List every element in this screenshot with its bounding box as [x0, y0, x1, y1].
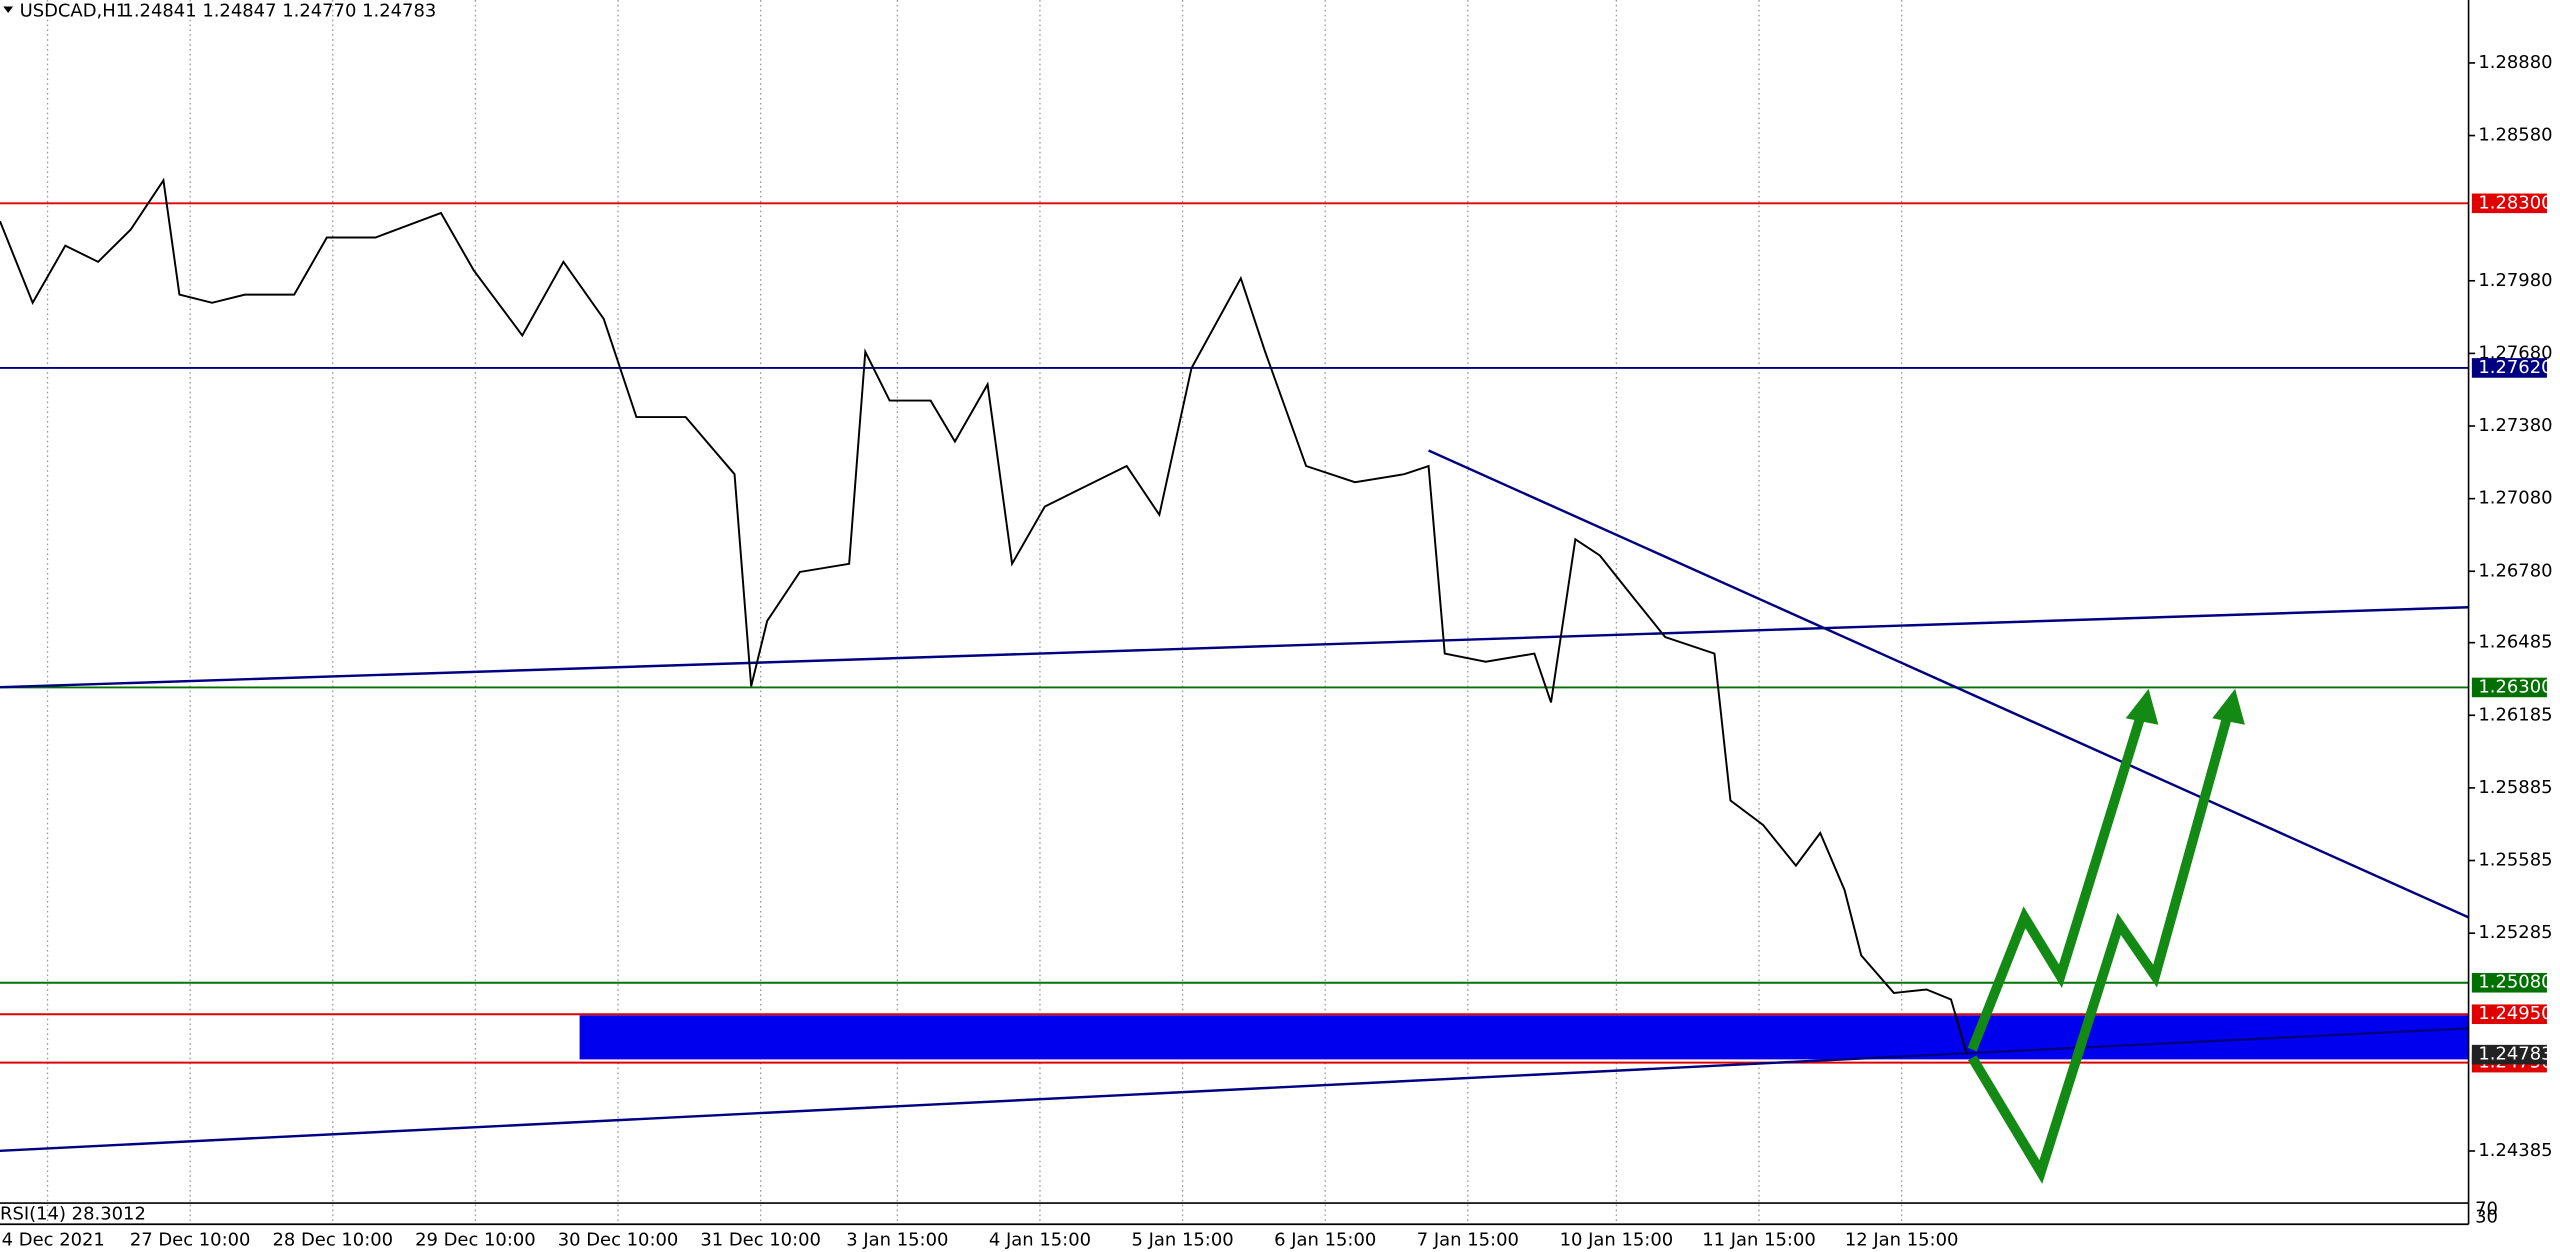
y-tick-label: 1.25285	[2478, 922, 2552, 943]
level-label-box	[2471, 1004, 2547, 1025]
price-line	[0, 177, 1968, 1055]
level-label: 1.25080	[2478, 972, 2552, 993]
trend-line	[0, 606, 2469, 689]
current-price-label: 1.24783	[2478, 1044, 2552, 1065]
arrow	[1967, 710, 2147, 1052]
x-tick-label: 7 Jan 15:00	[1417, 1230, 1519, 1251]
zone-rectangle	[579, 1015, 2469, 1060]
level-label-box	[2471, 677, 2547, 698]
y-tick-label: 1.28580	[2478, 125, 2552, 146]
indicator-level-label: 30	[2475, 1207, 2498, 1228]
x-tick-label: 30 Dec 10:00	[558, 1230, 679, 1251]
x-tick-label: 10 Jan 15:00	[1560, 1230, 1674, 1251]
y-tick-label: 1.27080	[2478, 488, 2552, 509]
level-label: 1.28300	[2478, 192, 2552, 213]
y-tick-label: 1.25885	[2478, 777, 2552, 798]
y-tick-label: 1.24385	[2478, 1140, 2552, 1161]
level-label: 1.27620	[2478, 357, 2552, 378]
x-tick-label: 29 Dec 10:00	[415, 1230, 536, 1251]
price	[0, 177, 1968, 1055]
x-tick-label: 24 Dec 2021	[0, 1230, 105, 1251]
y-tick-label: 1.26185	[2478, 704, 2552, 725]
menu-triangle[interactable]	[3, 6, 14, 14]
y-tick-label: 1.27980	[2478, 270, 2552, 291]
symbol: USDCAD,H1	[20, 0, 128, 21]
level-label: 1.26300	[2478, 676, 2552, 697]
x-tick-label: 11 Jan 15:00	[1702, 1230, 1816, 1251]
x-tick-label: 3 Jan 15:00	[846, 1230, 948, 1251]
level-label: 1.24950	[2478, 1003, 2552, 1024]
trend-line	[0, 1027, 2469, 1153]
axis-labels: 24 Dec 2021 27 Dec 10:00 28 Dec 10:00 29 De…	[0, 52, 2553, 1251]
current-price-box	[2471, 1044, 2547, 1065]
trend-line	[1428, 449, 2470, 919]
y-tick-label: 1.25585	[2478, 850, 2552, 871]
arrow	[1968, 710, 2234, 1184]
arrow-head	[2212, 688, 2245, 725]
x-tick-label: 27 Dec 10:00	[130, 1230, 251, 1251]
level-label-box	[2471, 972, 2547, 993]
levels	[0, 202, 2469, 1064]
scenario-arrows	[1967, 710, 2234, 1184]
y-tick-label: 1.28880	[2478, 52, 2552, 73]
x-tick-label: 5 Jan 15:00	[1131, 1230, 1233, 1251]
x-tick-label: 6 Jan 15:00	[1274, 1230, 1376, 1251]
indicator-label: RSI(14) 28.3012	[0, 1203, 146, 1224]
y-tick-label: 1.26780	[2478, 560, 2552, 581]
level-label-box	[2471, 358, 2547, 378]
arrow-heads	[2125, 688, 2245, 725]
y-tick-label: 1.26485	[2478, 632, 2552, 653]
x-tick-label: 31 Dec 10:00	[700, 1230, 821, 1251]
x-tick-label: 4 Jan 15:00	[989, 1230, 1091, 1251]
arrow-head	[2125, 688, 2159, 725]
x-tick-label: 28 Dec 10:00	[272, 1230, 393, 1251]
y-tick-label: 1.27380	[2478, 415, 2552, 436]
quote: 1.24841 1.24847 1.24770 1.24783	[122, 0, 436, 21]
indicator-level-label: 70	[2475, 1199, 2498, 1220]
level-label-box	[2471, 193, 2547, 214]
x-tick-label: 12 Jan 15:00	[1845, 1230, 1959, 1251]
